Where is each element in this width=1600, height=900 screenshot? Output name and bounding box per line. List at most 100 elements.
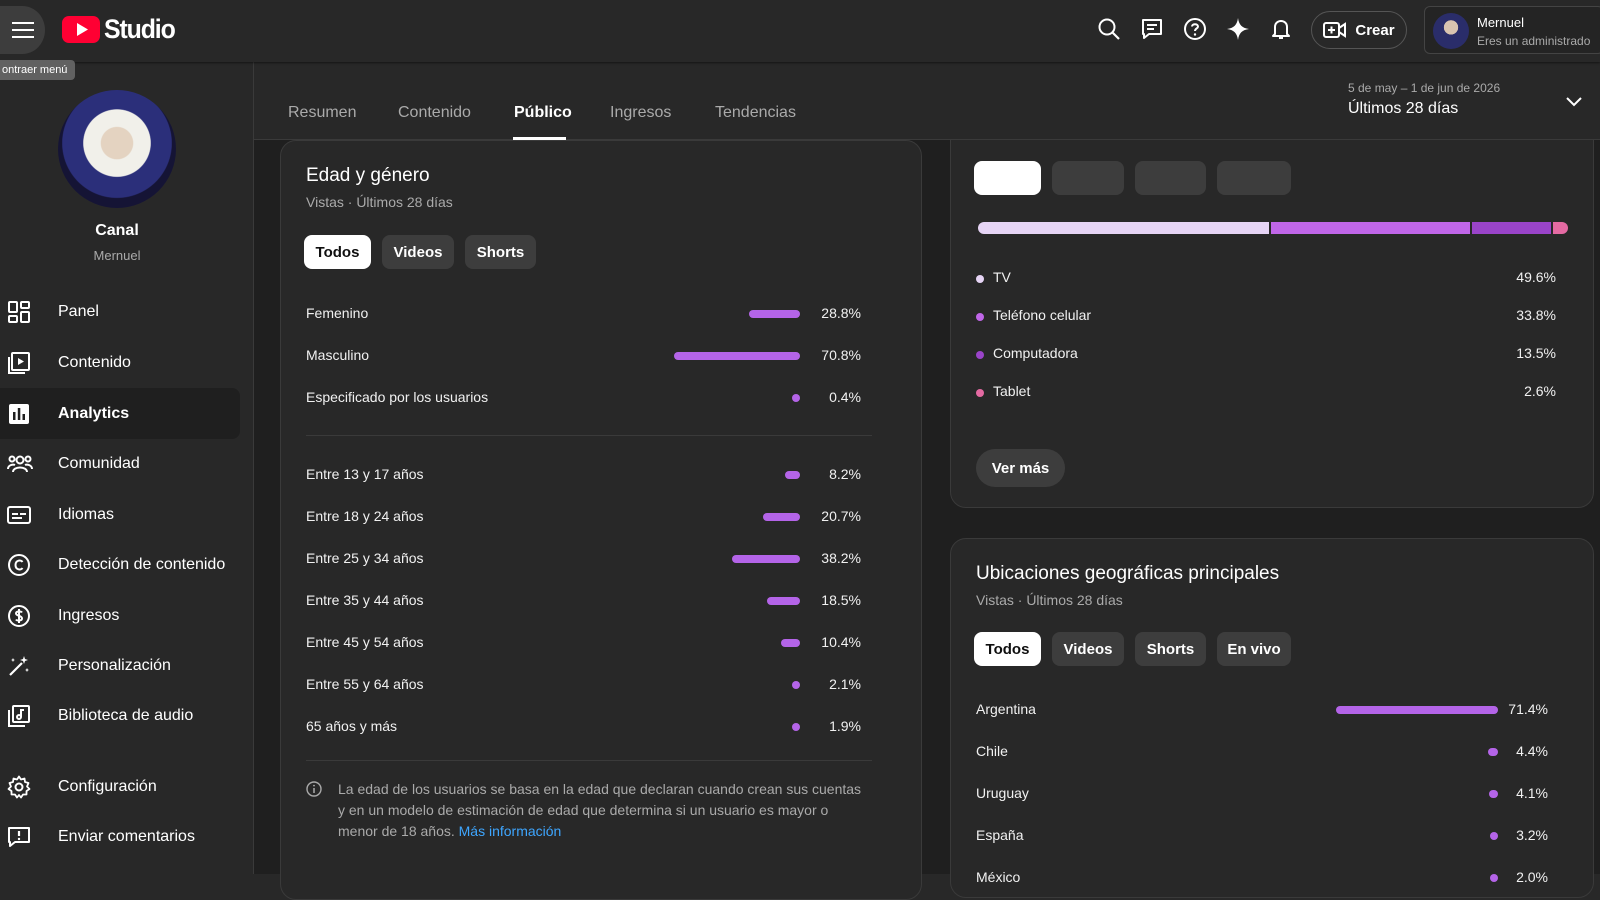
create-label: Crear xyxy=(1355,21,1395,39)
age-row-bar xyxy=(792,681,800,689)
sidebar-item-biblioteca-audio[interactable]: Biblioteca de audio xyxy=(0,690,240,741)
sidebar-item-contenido[interactable]: Contenido xyxy=(0,337,240,388)
gender-row-bar xyxy=(792,394,800,402)
sidebar-item-enviar-comentarios[interactable]: Enviar comentarios xyxy=(0,811,240,862)
geo-row-bar xyxy=(1488,790,1498,798)
help-icon[interactable] xyxy=(1182,16,1208,42)
age-row-label: 65 años y más xyxy=(306,718,398,734)
copyright-icon xyxy=(0,553,58,577)
tab-contenido[interactable]: Contenido xyxy=(398,104,471,121)
tab-publico[interactable]: Público xyxy=(514,104,572,121)
sidebar-item-deteccion[interactable]: Detección de contenido xyxy=(0,539,240,590)
chip-videos[interactable]: Videos xyxy=(382,235,454,269)
sidebar-item-panel[interactable]: Panel xyxy=(0,286,240,337)
sidebar-item-label: Idiomas xyxy=(58,505,115,523)
tab-ingresos[interactable]: Ingresos xyxy=(610,104,672,121)
age-note-text: La edad de los usuarios se basa en la ed… xyxy=(338,781,862,839)
legend-dot xyxy=(976,313,984,321)
menu-button[interactable] xyxy=(0,6,45,54)
sidebar-item-analytics[interactable]: Analytics xyxy=(0,388,240,439)
device-segment xyxy=(1552,222,1569,234)
feedback-icon xyxy=(0,825,58,849)
chip-todos[interactable]: Todos xyxy=(304,235,371,269)
age-row-value: 1.9% xyxy=(829,718,861,734)
date-period-label[interactable]: Últimos 28 días xyxy=(1348,100,1459,117)
age-row-bar xyxy=(781,639,800,647)
sidebar-item-label: Analytics xyxy=(58,404,130,422)
chip-shorts[interactable]: Shorts xyxy=(1135,632,1206,666)
youtube-play-icon xyxy=(62,16,100,43)
age-row-label: Entre 18 y 24 años xyxy=(306,508,424,524)
account-switcher[interactable]: Mernuel Eres un administrado xyxy=(1424,6,1600,54)
chip-todos[interactable]: Todos xyxy=(974,632,1041,666)
device-row-value: 49.6% xyxy=(1516,269,1556,285)
chip-videos[interactable]: Videos xyxy=(1052,632,1124,666)
chip-videos[interactable] xyxy=(1052,161,1124,195)
sidebar: Canal Mernuel Panel Contenido Analytics … xyxy=(0,62,254,874)
tab-bar: Resumen Contenido Público Ingresos Tende… xyxy=(254,62,1600,140)
channel-title: Canal xyxy=(95,222,139,239)
feedback-chat-icon[interactable] xyxy=(1139,16,1165,42)
add-video-icon xyxy=(1323,22,1347,38)
chip-shorts[interactable] xyxy=(1135,161,1206,195)
sparkle-icon[interactable] xyxy=(1225,16,1251,42)
audio-library-icon xyxy=(0,704,58,728)
device-row-label: Computadora xyxy=(993,345,1078,361)
sidebar-item-personalizacion[interactable]: Personalización xyxy=(0,640,240,691)
tab-resumen[interactable]: Resumen xyxy=(288,104,357,121)
legend-dot xyxy=(976,275,984,283)
account-avatar xyxy=(1433,13,1469,49)
info-icon xyxy=(306,781,322,802)
age-row-value: 20.7% xyxy=(821,508,861,524)
divider xyxy=(306,435,872,436)
gender-row-value: 70.8% xyxy=(821,347,861,363)
studio-logo[interactable]: Studio xyxy=(62,14,181,45)
age-row-value: 2.1% xyxy=(829,676,861,692)
age-gender-card: Edad y género Vistas · Últimos 28 días T… xyxy=(280,140,922,900)
more-info-link[interactable]: Más información xyxy=(458,823,562,839)
legend-dot xyxy=(976,351,984,359)
geo-row-label: Argentina xyxy=(976,701,1036,717)
notifications-bell-icon[interactable] xyxy=(1268,16,1294,42)
main-content: Resumen Contenido Público Ingresos Tende… xyxy=(254,62,1600,900)
channel-avatar[interactable] xyxy=(58,90,176,208)
collapse-menu-tooltip: ontraer menú xyxy=(0,60,76,80)
age-row-label: Entre 13 y 17 años xyxy=(306,466,424,482)
active-tab-indicator xyxy=(513,137,566,140)
age-row-bar xyxy=(767,597,800,605)
age-row-bar xyxy=(785,471,800,479)
magic-wand-icon xyxy=(0,654,58,678)
subtitles-icon xyxy=(0,503,58,527)
sidebar-item-ingresos[interactable]: Ingresos xyxy=(0,590,240,641)
sidebar-item-idiomas[interactable]: Idiomas xyxy=(0,489,240,540)
chip-en-vivo[interactable] xyxy=(1217,161,1291,195)
dollar-icon xyxy=(0,604,58,628)
see-more-button[interactable]: Ver más xyxy=(976,449,1065,487)
geo-row-bar xyxy=(1488,748,1498,756)
geo-card: Ubicaciones geográficas principales Vist… xyxy=(950,538,1594,898)
sidebar-item-label: Biblioteca de audio xyxy=(58,706,194,724)
date-range[interactable]: 5 de may – 1 de jun de 2026 xyxy=(1348,81,1501,95)
age-row-bar xyxy=(763,513,800,521)
search-icon[interactable] xyxy=(1096,16,1122,42)
create-button[interactable]: Crear xyxy=(1311,11,1407,49)
chip-en-vivo[interactable]: En vivo xyxy=(1217,632,1291,666)
card-title: Ubicaciones geográficas principales xyxy=(976,563,1280,584)
card-subtitle: Vistas · Últimos 28 días xyxy=(306,194,453,210)
tab-tendencias[interactable]: Tendencias xyxy=(715,104,796,121)
device-stacked-bar xyxy=(978,222,1569,234)
sidebar-item-configuracion[interactable]: Configuración xyxy=(0,761,240,812)
age-row-label: Entre 25 y 34 años xyxy=(306,550,424,566)
gender-row-label: Especificado por los usuarios xyxy=(306,389,489,405)
age-row-value: 8.2% xyxy=(829,466,861,482)
sidebar-item-comunidad[interactable]: Comunidad xyxy=(0,438,240,489)
device-segment xyxy=(1271,222,1470,234)
geo-row-label: Chile xyxy=(976,743,1008,759)
account-role: Eres un administrado xyxy=(1477,34,1591,48)
chevron-down-icon[interactable] xyxy=(1566,94,1582,112)
geo-row-value: 4.4% xyxy=(1516,743,1548,759)
chip-shorts[interactable]: Shorts xyxy=(465,235,536,269)
geo-row-value: 3.2% xyxy=(1516,827,1548,843)
sidebar-item-label: Panel xyxy=(58,302,99,320)
chip-todos[interactable] xyxy=(974,161,1041,195)
